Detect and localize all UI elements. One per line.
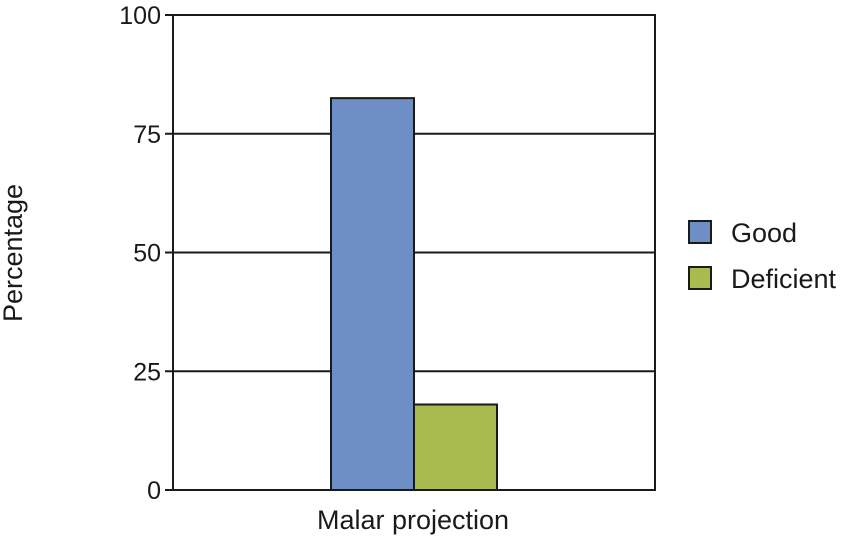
bar-good xyxy=(330,97,415,491)
y-tick-label: 0 xyxy=(147,477,161,505)
bars xyxy=(330,97,498,491)
legend-label-good: Good xyxy=(731,218,797,248)
bar-deficient xyxy=(413,403,498,491)
y-tick-label: 50 xyxy=(133,240,161,268)
legend-swatch-good xyxy=(688,220,712,244)
x-category-label: Malar projection xyxy=(317,505,509,535)
y-tick-label: 75 xyxy=(133,121,161,149)
y-tick-label: 25 xyxy=(133,358,161,386)
y-tick-label: 100 xyxy=(119,2,161,30)
legend: Good Deficient xyxy=(688,218,837,294)
y-axis-title: Percentage xyxy=(0,184,28,322)
legend-label-deficient: Deficient xyxy=(731,264,837,294)
y-axis-ticks: 0 25 50 75 100 xyxy=(119,2,173,505)
legend-swatch-deficient xyxy=(688,266,712,290)
